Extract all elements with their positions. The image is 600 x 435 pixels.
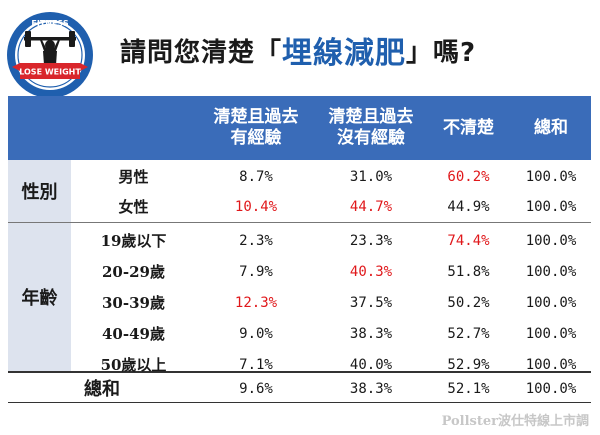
table-cell: 100.0% bbox=[525, 356, 577, 373]
row-label: 40-49歲 bbox=[102, 325, 165, 343]
table-cell: 38.3% bbox=[349, 325, 393, 342]
table-cell: 60.2% bbox=[447, 168, 490, 185]
table-cell: 7.1% bbox=[239, 356, 273, 373]
table-cell: 50.2% bbox=[447, 294, 490, 311]
svg-text:★: ★ bbox=[75, 55, 81, 63]
watermark: Pollster波仕特線上市調 bbox=[441, 414, 589, 429]
table-cell: 100.0% bbox=[525, 232, 577, 249]
group-label-gender: 性別 bbox=[8, 160, 71, 222]
title-prefix: 請問您清楚「 bbox=[120, 37, 283, 68]
table-cell: 12.3% bbox=[234, 294, 278, 311]
row-label: 20-29歲 bbox=[102, 263, 165, 281]
table-cell: 44.7% bbox=[349, 198, 393, 215]
row-label: 女性 bbox=[118, 198, 149, 216]
table-cell: 31.0% bbox=[349, 168, 393, 185]
header-line: 沒有經驗 bbox=[337, 128, 405, 148]
table-cell: 10.4% bbox=[234, 198, 278, 215]
weightlifter-icon: ★ ★ FITNESS LOSE WEIGHT bbox=[7, 12, 93, 98]
table-cell: 100.0% bbox=[525, 198, 577, 215]
page-title: 請問您清楚「 埋線減肥 」嗎? bbox=[120, 30, 477, 71]
table-cell: 44.9% bbox=[447, 198, 490, 215]
table-cell: 52.9% bbox=[447, 356, 490, 373]
header-line: 清楚且過去 bbox=[213, 107, 299, 127]
row-label: 30-39歲 bbox=[102, 294, 165, 312]
header-line: 清楚且過去 bbox=[328, 107, 414, 127]
header-cell: 清楚且過去 沒有經驗 bbox=[316, 96, 426, 160]
logo-ribbon-text: LOSE WEIGHT bbox=[19, 68, 81, 77]
title-suffix: 」嗎? bbox=[406, 37, 477, 68]
header-cell: 總和 bbox=[511, 96, 591, 160]
row-label: 男性 bbox=[118, 168, 149, 186]
header-cell: 清楚且過去 有經驗 bbox=[196, 96, 316, 160]
table-cell: 8.7% bbox=[239, 168, 273, 185]
header-line: 不清楚 bbox=[443, 117, 494, 138]
total-row-label: 總和 bbox=[84, 379, 120, 400]
total-cell: 9.6% bbox=[239, 380, 273, 397]
total-cell: 38.3% bbox=[349, 380, 393, 397]
logo-top-text: FITNESS bbox=[31, 19, 68, 28]
header-cell: 不清楚 bbox=[426, 96, 511, 160]
row-label: 19歲以下 bbox=[100, 232, 167, 250]
table-cell: 100.0% bbox=[525, 325, 577, 342]
row-label: 50歲以上 bbox=[100, 356, 167, 374]
fitness-logo: ★ ★ FITNESS LOSE WEIGHT bbox=[4, 9, 96, 101]
total-cell: 52.1% bbox=[447, 380, 490, 397]
group-label-age: 年齡 bbox=[8, 223, 71, 371]
table-cell: 100.0% bbox=[525, 294, 577, 311]
table-cell: 100.0% bbox=[525, 168, 577, 185]
header-line: 有經驗 bbox=[230, 128, 282, 148]
table-cell: 37.5% bbox=[349, 294, 393, 311]
table-cell: 52.7% bbox=[447, 325, 490, 342]
total-divider bbox=[8, 371, 591, 373]
svg-text:★: ★ bbox=[18, 55, 24, 63]
table-cell: 100.0% bbox=[525, 263, 577, 280]
table-cell: 9.0% bbox=[239, 325, 273, 342]
table-cell: 40.3% bbox=[349, 263, 393, 280]
total-cell: 100.0% bbox=[525, 380, 577, 397]
table-cell: 51.8% bbox=[447, 263, 490, 280]
table-cell: 74.4% bbox=[447, 232, 490, 249]
group-divider bbox=[8, 222, 591, 223]
table-cell: 23.3% bbox=[349, 232, 393, 249]
table-cell: 40.0% bbox=[349, 356, 393, 373]
header-line: 總和 bbox=[534, 117, 568, 138]
table-bottom-rule bbox=[8, 402, 591, 403]
table-header bbox=[8, 96, 591, 160]
title-keyword: 埋線減肥 bbox=[282, 36, 407, 71]
table-cell: 7.9% bbox=[239, 263, 273, 280]
table-cell: 2.3% bbox=[239, 232, 273, 249]
